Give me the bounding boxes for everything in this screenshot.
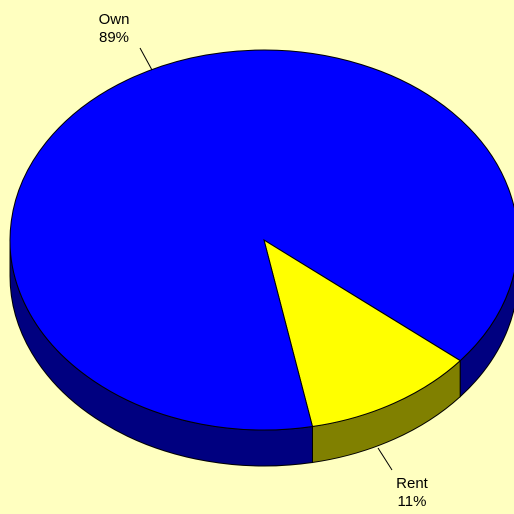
leader-line-own (139, 47, 153, 71)
slice-label-rent: Rent (396, 475, 429, 492)
leader-lines (139, 47, 393, 471)
pie-slice-own (9, 49, 514, 431)
pie-slices (9, 49, 514, 431)
leader-line-rent (377, 447, 393, 471)
slice-percent-rent: 11% (398, 493, 427, 510)
pie-slice-rent (263, 238, 462, 428)
slice-label-own: Own (99, 11, 130, 28)
slice-percent-own: 89% (99, 29, 129, 46)
